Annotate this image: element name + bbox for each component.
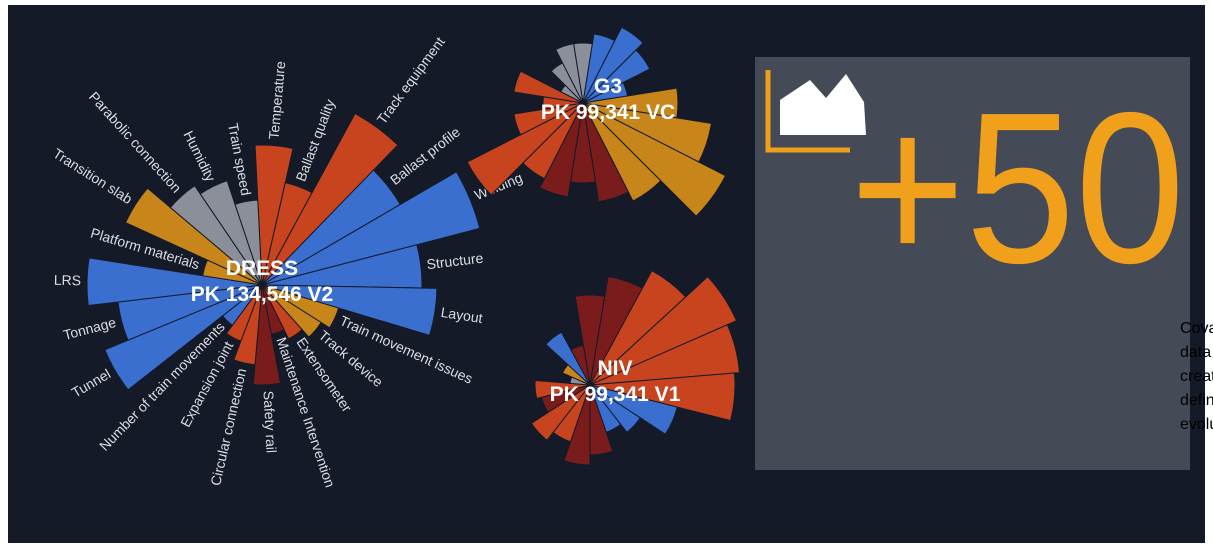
panel-text: Covariates derived from available data so… [1180,320,1213,433]
bar [261,171,481,286]
bar [261,284,322,338]
panel-line: evolution [1180,416,1213,433]
bar [513,102,584,136]
chart-subtitle: PK 99,341 V1 [550,383,681,406]
bar [513,70,584,104]
bar [545,331,591,386]
bar [539,102,584,198]
category-label: Safety rail [261,390,280,453]
bar [261,284,438,337]
bar [582,102,630,203]
bar [582,102,727,217]
bar [199,180,263,286]
bar [104,284,263,391]
bar [589,384,678,435]
bar [225,284,263,342]
bar [534,379,591,400]
bar [589,384,641,434]
bar [582,102,662,202]
bar [582,49,651,104]
bar [530,384,591,441]
bar [261,284,340,329]
bar [555,43,584,104]
bar [589,324,741,386]
bar [86,257,263,307]
panel-line: data sources are used to automatically [1180,344,1213,361]
category-label: Layout [440,304,484,326]
chart-title: NIV [597,357,632,380]
bar [261,284,303,340]
panel-line: create the identity map of defects, [1180,368,1213,385]
bar [169,184,263,286]
bar [589,372,736,422]
bar [261,112,399,286]
bar [466,102,584,196]
icon-area [780,74,866,135]
headline: +50 [850,67,1185,308]
panel-line: Covariates derived from available [1180,320,1213,337]
chart-subtitle: PK 99,341 VC [541,101,675,124]
category-label: LRS [54,272,82,289]
category-label: Structure [426,250,484,273]
bar [124,187,263,286]
bar [570,344,591,386]
chart-title: DRESS [226,257,298,280]
bar [234,199,263,286]
category-label: Temperature [265,60,288,140]
chart-title: G3 [594,75,622,98]
bar [589,275,738,386]
icon-axis [765,70,850,153]
bar [254,144,294,286]
chart-subtitle: PK 134,546 V2 [191,283,333,306]
bar [582,26,644,104]
